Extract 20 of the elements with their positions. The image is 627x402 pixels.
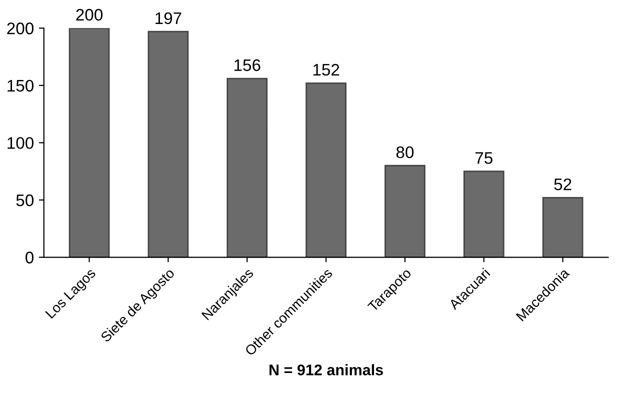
bar	[148, 30, 189, 258]
bar	[384, 164, 426, 258]
y-tick-label: 200	[7, 22, 34, 34]
data-label: 52	[554, 178, 572, 190]
data-label: 75	[475, 152, 492, 164]
y-tick-label: 0	[26, 252, 34, 264]
y-tick-label: 100	[8, 137, 34, 149]
y-tick-label: 150	[8, 80, 34, 92]
x-axis-title: N = 912 animals	[270, 364, 383, 376]
data-label: 200	[76, 8, 103, 21]
data-label: 197	[156, 12, 182, 24]
data-label: 152	[313, 64, 340, 76]
data-label: 80	[396, 146, 414, 158]
bar	[68, 28, 110, 258]
data-label: 156	[234, 59, 260, 72]
bar	[306, 82, 346, 258]
bar	[542, 197, 584, 258]
bar	[226, 78, 268, 258]
y-tick-label: 50	[16, 194, 34, 206]
bar	[463, 170, 504, 258]
